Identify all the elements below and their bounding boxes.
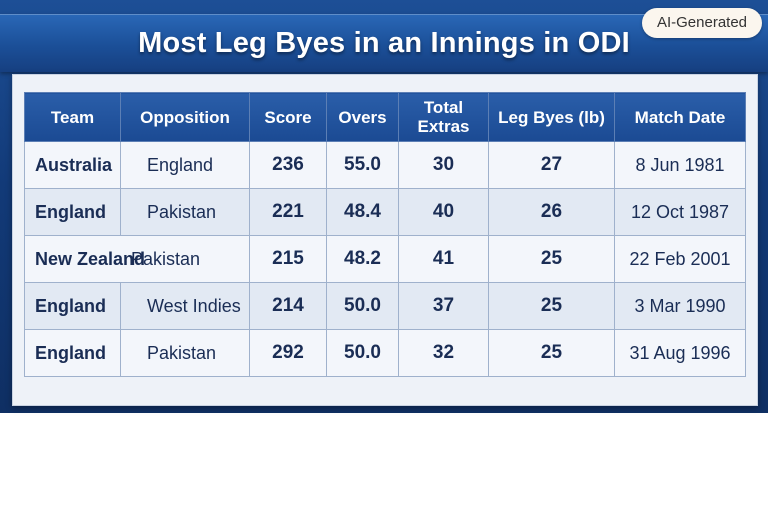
overs-cell: 50.0: [326, 329, 399, 377]
column-header-opposition: Opposition: [120, 92, 250, 142]
opposition-cell: England: [120, 141, 250, 189]
table-row: Australia England 236 55.0 30 27 8 Jun 1…: [24, 141, 746, 189]
overs-cell: 48.2: [326, 235, 399, 283]
column-header-match-date: Match Date: [614, 92, 746, 142]
table-row: England West Indies 214 50.0 37 25 3 Mar…: [24, 282, 746, 330]
column-header-overs: Overs: [326, 92, 399, 142]
team-cell: England: [24, 282, 121, 330]
overs-cell: 48.4: [326, 188, 399, 236]
leg-byes-cell: 25: [488, 282, 615, 330]
match-date-cell: 31 Aug 1996: [614, 329, 746, 377]
ai-generated-badge: AI-Generated: [642, 8, 762, 38]
overs-cell: 50.0: [326, 282, 399, 330]
table-row: England Pakistan 221 48.4 40 26 12 Oct 1…: [24, 188, 746, 236]
opposition-cell: Pakistan: [120, 235, 250, 283]
background-frame: Most Leg Byes in an Innings in ODI AI-Ge…: [0, 0, 768, 413]
team-cell: England: [24, 329, 121, 377]
table-row: New Zealand Pakistan 215 48.2 41 25 22 F…: [24, 235, 746, 283]
team-cell: England: [24, 188, 121, 236]
column-header-leg-byes: Leg Byes (lb): [488, 92, 615, 142]
opposition-cell: Pakistan: [120, 188, 250, 236]
match-date-cell: 8 Jun 1981: [614, 141, 746, 189]
leg-byes-cell: 25: [488, 235, 615, 283]
table-header-row: Team Opposition Score Overs Total Extras…: [24, 92, 746, 142]
column-header-score: Score: [249, 92, 327, 142]
score-cell: 221: [249, 188, 327, 236]
overs-cell: 55.0: [326, 141, 399, 189]
score-cell: 292: [249, 329, 327, 377]
match-date-cell: 22 Feb 2001: [614, 235, 746, 283]
extras-cell: 30: [398, 141, 489, 189]
team-cell: New Zealand: [24, 235, 145, 283]
leg-byes-cell: 26: [488, 188, 615, 236]
title-banner: Most Leg Byes in an Innings in ODI: [0, 14, 768, 72]
team-cell: Australia: [24, 141, 121, 189]
opposition-cell: West Indies: [120, 282, 250, 330]
extras-cell: 41: [398, 235, 489, 283]
column-header-total-extras: Total Extras: [398, 92, 489, 142]
table-panel: Team Opposition Score Overs Total Extras…: [12, 74, 758, 406]
leg-byes-cell: 27: [488, 141, 615, 189]
extras-cell: 37: [398, 282, 489, 330]
leg-byes-cell: 25: [488, 329, 615, 377]
column-header-team: Team: [24, 92, 121, 142]
score-cell: 236: [249, 141, 327, 189]
extras-cell: 40: [398, 188, 489, 236]
match-date-cell: 3 Mar 1990: [614, 282, 746, 330]
leg-byes-table: Team Opposition Score Overs Total Extras…: [24, 92, 746, 377]
score-cell: 215: [249, 235, 327, 283]
match-date-cell: 12 Oct 1987: [614, 188, 746, 236]
table-row: England Pakistan 292 50.0 32 25 31 Aug 1…: [24, 329, 746, 377]
page-title: Most Leg Byes in an Innings in ODI: [138, 27, 630, 59]
opposition-cell: Pakistan: [120, 329, 250, 377]
extras-cell: 32: [398, 329, 489, 377]
score-cell: 214: [249, 282, 327, 330]
